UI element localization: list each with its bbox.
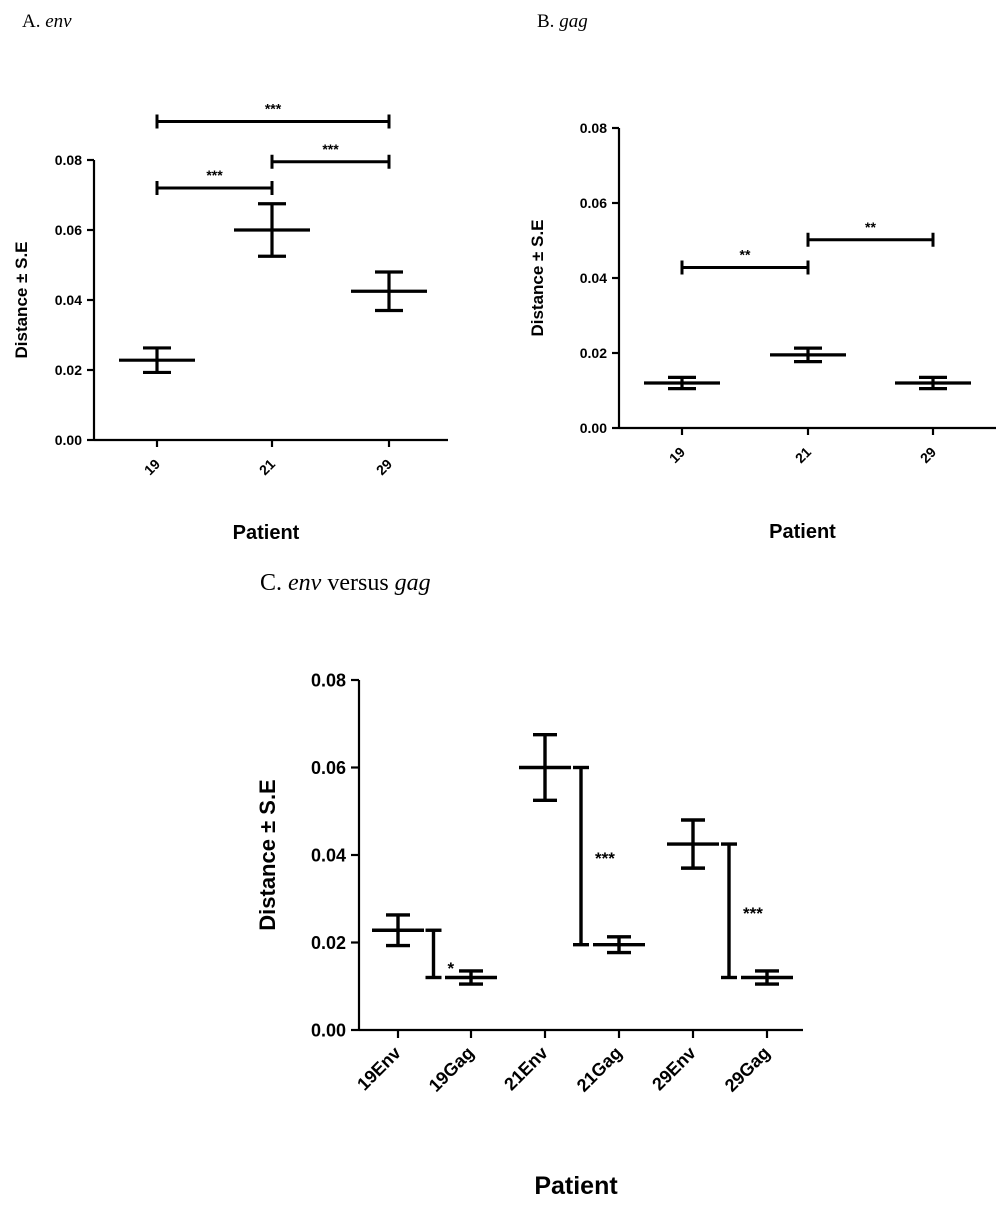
mean-se-marker xyxy=(351,270,427,313)
x-axis-title: Patient xyxy=(769,521,836,543)
x-tick-label: 21 xyxy=(256,456,278,478)
y-tick-label: 0.00 xyxy=(55,432,82,448)
significance-label: ** xyxy=(740,247,751,263)
significance-label: *** xyxy=(206,167,223,183)
significance-bracket: *** xyxy=(270,141,391,169)
significance-bracket: ** xyxy=(806,219,935,247)
x-tick-label: 19 xyxy=(141,456,163,478)
significance-bracket: *** xyxy=(721,842,763,980)
y-tick-label: 0.02 xyxy=(580,345,607,361)
x-tick-label: 21Env xyxy=(500,1043,552,1095)
panel-b-gene: gag xyxy=(559,11,588,32)
panel-b-letter: B. xyxy=(537,11,555,32)
panel-c-gene: env xyxy=(288,570,322,596)
y-tick-label: 0.06 xyxy=(311,758,346,778)
mean-se-marker xyxy=(519,732,571,803)
significance-bracket: ** xyxy=(680,247,810,275)
panel-b-title: B. gag xyxy=(537,11,588,33)
x-tick-label: 21Gag xyxy=(573,1043,626,1096)
y-tick-label: 0.08 xyxy=(311,670,346,690)
mean-se-marker xyxy=(770,346,846,364)
y-tick-label: 0.08 xyxy=(580,120,607,136)
mean-se-marker xyxy=(445,969,497,986)
chart-a: 0.00 0.02 0.04 0.06 0.08 19 21 29 Distance ± S.E… xyxy=(12,101,448,544)
x-axis-title: Patient xyxy=(534,1172,618,1200)
x-tick-label: 19Env xyxy=(353,1043,405,1095)
significance-label: *** xyxy=(595,849,615,868)
mean-se-marker xyxy=(593,935,645,955)
y-tick-label: 0.04 xyxy=(311,845,346,865)
panel-a-gene: env xyxy=(45,11,72,32)
mean-se-marker xyxy=(644,375,720,391)
mean-se-marker xyxy=(741,969,793,986)
y-tick-label: 0.00 xyxy=(311,1020,346,1040)
panel-a-title: A. env xyxy=(22,11,72,33)
chart-c: 0.00 0.02 0.04 0.06 0.08 19Env 19Gag 21Env 21Gag… xyxy=(255,670,803,1200)
y-tick-label: 0.04 xyxy=(55,292,82,308)
mean-se-marker xyxy=(372,913,424,948)
significance-bracket: *** xyxy=(155,101,391,129)
x-tick-label: 19Gag xyxy=(425,1043,478,1096)
y-tick-label: 0.00 xyxy=(580,420,607,436)
x-tick-label: 29 xyxy=(917,444,939,466)
x-axis-title: Patient xyxy=(233,522,300,544)
y-tick-label: 0.02 xyxy=(311,933,346,953)
mean-se-marker xyxy=(667,818,719,870)
mean-se-marker xyxy=(234,202,310,258)
significance-bracket: *** xyxy=(155,167,274,195)
panel-a-letter: A. xyxy=(22,11,41,32)
chart-b: 0.00 0.02 0.04 0.06 0.08 19 21 29 Distance ± S.E… xyxy=(528,120,996,543)
significance-label: *** xyxy=(322,141,339,157)
y-tick-label: 0.04 xyxy=(580,270,607,286)
y-tick-label: 0.06 xyxy=(55,222,82,238)
x-tick-label: 29Gag xyxy=(721,1043,774,1096)
y-tick-label: 0.08 xyxy=(55,152,82,168)
mean-se-marker xyxy=(895,375,971,391)
mean-se-marker xyxy=(119,346,195,375)
y-axis-title: Distance ± S.E xyxy=(12,241,31,358)
x-tick-label: 19 xyxy=(666,444,688,466)
panel-c-gene2: gag xyxy=(394,570,431,596)
panel-c-title: C. env versus gag xyxy=(260,570,431,597)
significance-bracket: *** xyxy=(573,765,615,947)
significance-label: ** xyxy=(865,219,876,235)
x-tick-label: 21 xyxy=(792,444,814,466)
x-tick-label: 29 xyxy=(373,456,395,478)
panel-c-versus: versus xyxy=(321,570,395,596)
significance-label: * xyxy=(448,959,455,978)
y-tick-label: 0.02 xyxy=(55,362,82,378)
significance-label: *** xyxy=(743,904,763,923)
x-tick-label: 29Env xyxy=(648,1043,700,1095)
panel-c-letter: C. xyxy=(260,570,283,596)
significance-bracket: * xyxy=(425,928,455,980)
y-axis-title: Distance ± S.E xyxy=(255,779,280,930)
y-axis-title: Distance ± S.E xyxy=(528,219,547,336)
significance-label: *** xyxy=(265,101,282,117)
y-tick-label: 0.06 xyxy=(580,195,607,211)
